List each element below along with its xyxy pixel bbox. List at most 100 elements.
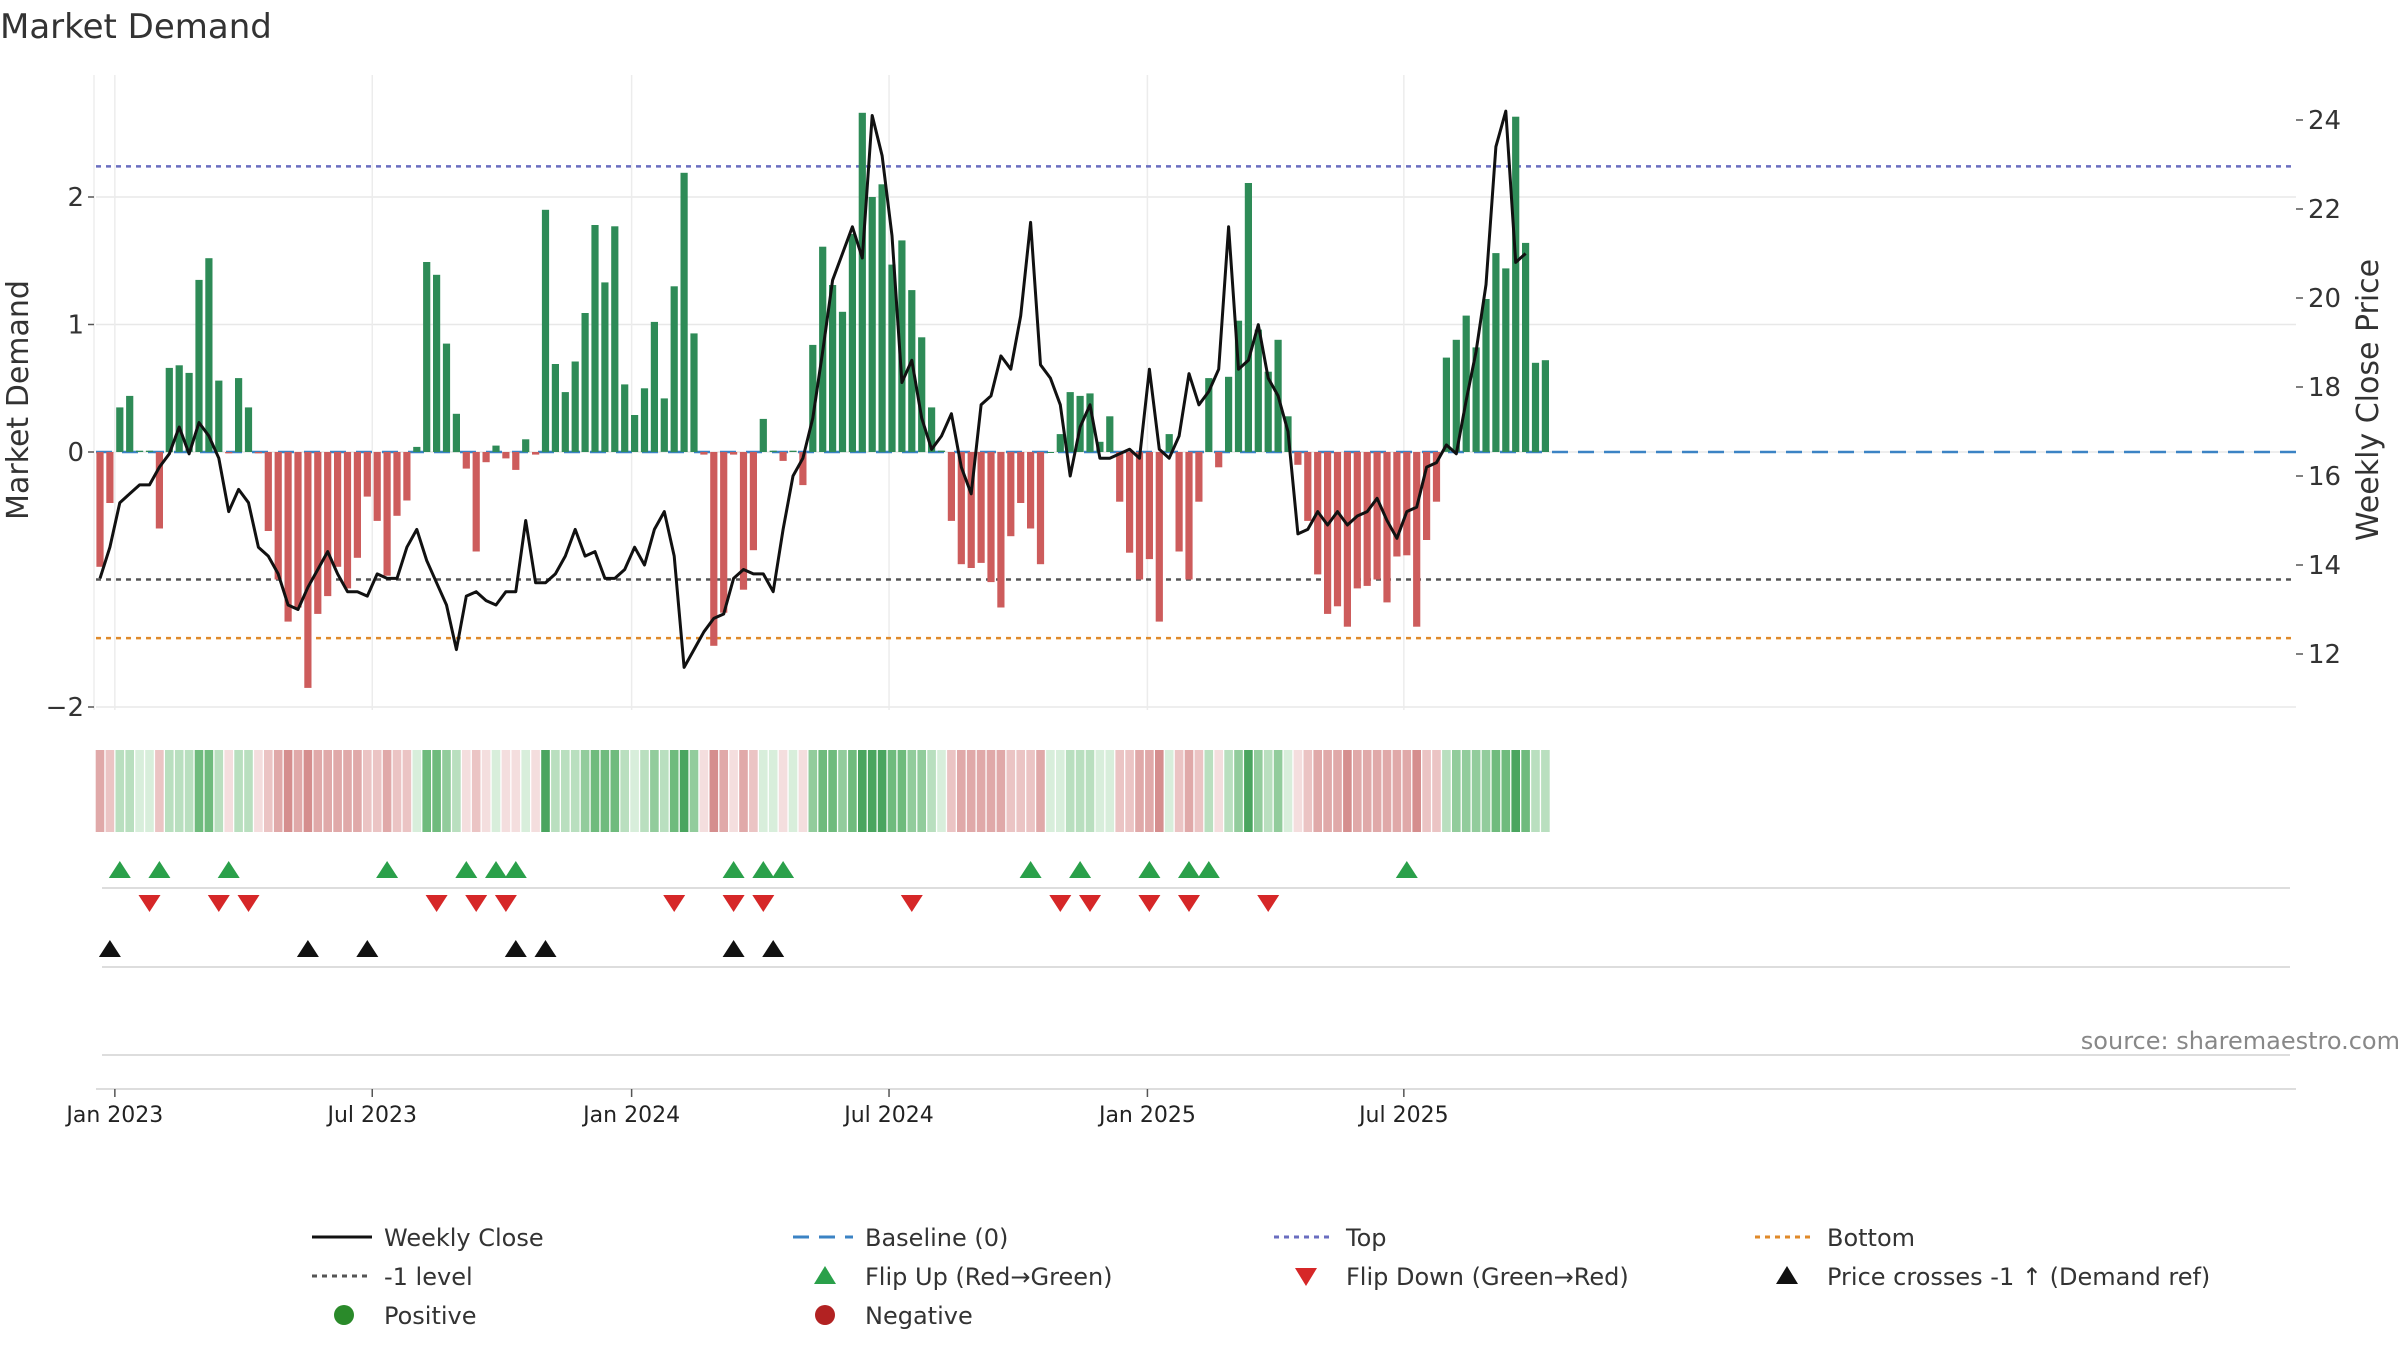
heat-cell — [937, 750, 946, 832]
heat-cell — [699, 750, 709, 832]
heat-cell — [1531, 750, 1540, 832]
demand-bar — [324, 452, 332, 597]
demand-bar — [561, 392, 569, 452]
demand-bar — [1343, 452, 1351, 627]
heat-cell — [1491, 750, 1501, 832]
demand-bar — [670, 286, 678, 453]
heat-cell — [194, 750, 204, 832]
heat-cell — [234, 750, 243, 832]
demand-bar — [1096, 441, 1104, 452]
legend-swatch — [1776, 1266, 1798, 1284]
heat-cell — [620, 750, 629, 832]
heat-cell — [1422, 750, 1431, 832]
demand-bar — [452, 413, 460, 453]
demand-bar — [947, 452, 955, 521]
heat-cell — [1254, 750, 1263, 832]
demand-bar — [660, 398, 668, 452]
flip-down-marker — [425, 895, 448, 912]
demand-bar — [1244, 183, 1252, 452]
demand-bar — [1185, 452, 1193, 580]
demand-bars — [96, 112, 1549, 688]
demand-bar — [1373, 452, 1381, 580]
x-tick-label: Jan 2024 — [581, 1103, 680, 1128]
flip-up-marker — [1178, 861, 1200, 878]
demand-bar — [304, 452, 312, 688]
demand-bar — [462, 452, 470, 469]
heat-cell — [1343, 750, 1352, 832]
legend-swatch — [814, 1266, 836, 1284]
demand-bar — [1413, 452, 1421, 627]
demand-bar — [373, 452, 381, 521]
heat-cell — [462, 750, 471, 832]
flip-down-marker — [752, 895, 775, 912]
heat-cell — [1125, 750, 1134, 832]
price-cross-marker — [504, 940, 527, 957]
demand-bar — [195, 279, 203, 452]
heat-cell — [1402, 750, 1412, 832]
flip-down-marker — [722, 895, 745, 912]
heat-cell — [481, 750, 491, 832]
heat-cell — [610, 750, 620, 832]
demand-bar — [730, 452, 738, 455]
heat-cell — [1056, 750, 1065, 832]
heat-cell — [1313, 750, 1322, 832]
demand-bar — [244, 407, 253, 452]
flip-up-marker — [148, 861, 171, 878]
legend-label: Flip Up (Red→Green) — [865, 1263, 1113, 1291]
flip-up-marker — [1395, 861, 1418, 878]
flip-down-marker — [1138, 895, 1161, 912]
demand-bar — [1254, 329, 1262, 452]
demand-bar — [1522, 242, 1530, 452]
demand-bar — [977, 452, 985, 563]
demand-bar — [581, 313, 589, 452]
heat-cell — [1006, 750, 1016, 832]
y-axis-ticks: 2 1 0 −2 — [46, 183, 94, 723]
heat-cell — [719, 750, 728, 832]
heat-cell — [471, 750, 481, 832]
y-tick-label: 0 — [67, 438, 84, 468]
flip-up-marker — [1197, 861, 1220, 878]
demand-bar — [1482, 299, 1490, 452]
flip-up-marker — [455, 861, 478, 878]
demand-bar — [700, 452, 708, 455]
demand-bar — [1056, 434, 1064, 452]
legend-label: Baseline (0) — [865, 1224, 1008, 1252]
heat-cell — [957, 750, 966, 832]
price-cross-marker — [722, 940, 745, 957]
demand-bar — [789, 450, 797, 452]
heat-cell — [669, 750, 679, 832]
heat-cell — [1452, 750, 1461, 832]
demand-bar — [1383, 452, 1391, 603]
heat-cell — [165, 750, 174, 832]
heat-cell — [749, 750, 758, 832]
heat-cell — [95, 750, 105, 832]
demand-bar — [393, 452, 401, 516]
heat-cell — [966, 750, 976, 832]
demand-bar — [423, 262, 431, 452]
heat-cell — [1323, 750, 1332, 832]
flip-up-marker — [376, 861, 399, 878]
y2-tick-label: 24 — [2308, 106, 2341, 136]
heat-cell — [491, 750, 501, 832]
flip-down-marker — [663, 895, 686, 912]
heat-cell — [1501, 750, 1511, 832]
demand-bar — [1165, 434, 1173, 452]
flip-up-marker — [504, 861, 527, 878]
heat-cell — [1521, 750, 1530, 832]
heat-cell — [897, 750, 907, 832]
demand-bar — [997, 452, 1005, 608]
demand-bar — [1175, 452, 1183, 552]
demand-bar — [254, 452, 262, 454]
demand-bar — [334, 452, 342, 567]
demand-bar — [413, 446, 421, 452]
heat-cell — [650, 750, 659, 832]
x-tick-label: Jul 2024 — [842, 1103, 934, 1128]
demand-bar — [512, 452, 520, 470]
heat-cell — [442, 750, 451, 832]
demand-bar — [482, 452, 490, 463]
demand-bar — [433, 274, 441, 452]
demand-bar — [601, 282, 609, 452]
demand-bar — [640, 388, 649, 453]
heat-cell — [1372, 750, 1382, 832]
heat-cell — [580, 750, 590, 832]
